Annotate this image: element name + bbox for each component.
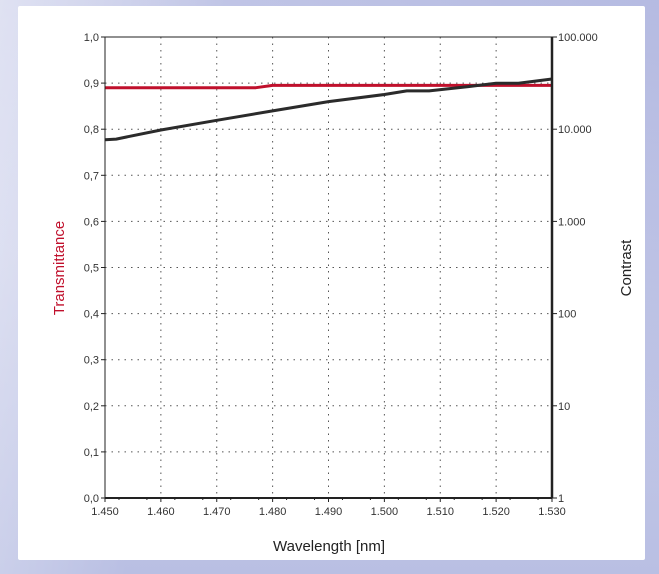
contrast-series-line bbox=[104, 77, 553, 142]
y-right-tick-label: 10 bbox=[558, 401, 570, 413]
x-tick-label: 1.520 bbox=[482, 506, 510, 518]
x-tick-label: 1.490 bbox=[315, 506, 343, 518]
y-left-tick-label: 0,7 bbox=[84, 170, 99, 182]
y-left-tick-label: 0,8 bbox=[84, 124, 99, 136]
y-left-tick-label: 0,0 bbox=[84, 493, 99, 505]
x-tick-label: 1.500 bbox=[371, 506, 399, 518]
left-y-axis-title: Transmittance bbox=[51, 221, 68, 315]
series-layer bbox=[104, 77, 553, 142]
y-right-tick-label: 100.000 bbox=[558, 32, 598, 44]
y-right-tick-label: 1.000 bbox=[558, 216, 586, 228]
y-right-tick-label: 10.000 bbox=[558, 124, 592, 136]
y-right-tick-label: 1 bbox=[558, 493, 564, 505]
x-tick-label: 1.530 bbox=[538, 506, 566, 518]
grid-layer bbox=[105, 37, 552, 498]
y-left-tick-label: 0,1 bbox=[84, 447, 99, 459]
plot-frame bbox=[104, 36, 553, 499]
y-left-tick-label: 0,2 bbox=[84, 401, 99, 413]
y-left-tick-label: 0,3 bbox=[84, 355, 99, 367]
x-axis-title: Wavelength [nm] bbox=[273, 538, 385, 555]
y-left-tick-label: 1,0 bbox=[84, 32, 99, 44]
frame-layer bbox=[104, 36, 554, 499]
x-tick-label: 1.450 bbox=[91, 506, 119, 518]
x-tick-label: 1.480 bbox=[259, 506, 287, 518]
y-left-tick-label: 0,9 bbox=[84, 78, 99, 90]
chart-card bbox=[18, 6, 645, 560]
y-left-tick-label: 0,6 bbox=[84, 216, 99, 228]
tick-layer: 1.450 1.460 1.470 1.480 1.490 1.500 1.510 1.520… bbox=[84, 32, 598, 518]
x-tick-label: 1.470 bbox=[203, 506, 231, 518]
y-left-tick-label: 0,5 bbox=[84, 263, 99, 275]
right-y-axis-title: Contrast bbox=[618, 239, 635, 297]
x-tick-label: 1.510 bbox=[426, 506, 454, 518]
y-right-tick-label: 100 bbox=[558, 309, 576, 321]
x-tick-label: 1.460 bbox=[147, 506, 175, 518]
y-left-tick-label: 0,4 bbox=[84, 309, 99, 321]
